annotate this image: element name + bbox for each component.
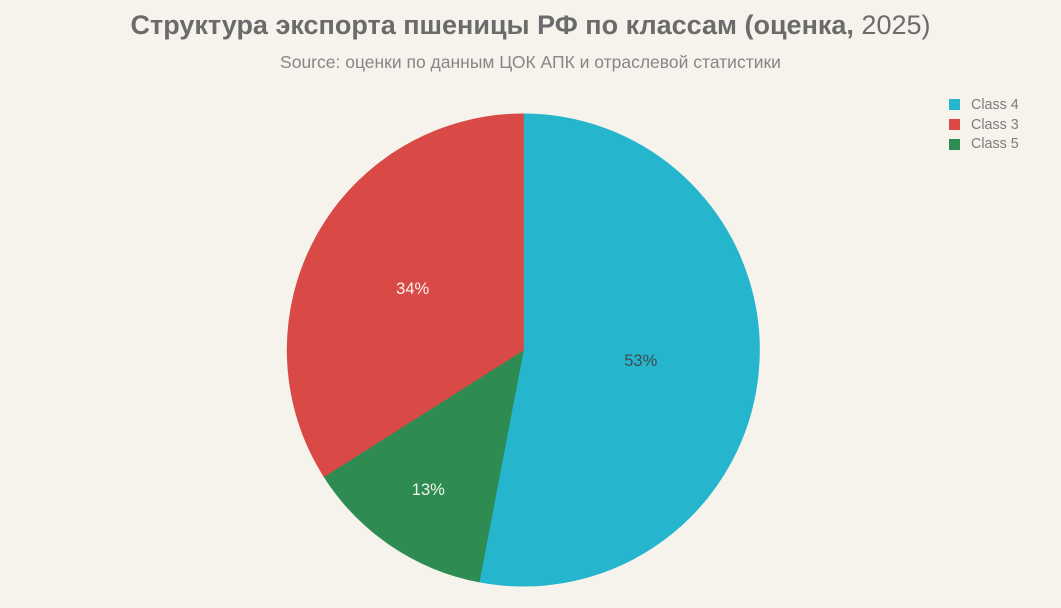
pie-slice-class-5[interactable] <box>323 349 524 583</box>
legend-label: Class 5 <box>971 136 1019 153</box>
legend-label: Class 4 <box>971 96 1019 113</box>
chart-title-year: 2025) <box>853 10 931 40</box>
pie-label-class-5: 13% <box>412 481 445 499</box>
chart-title-main: Структура экспорта пшеницы РФ по классам… <box>130 10 854 40</box>
legend-swatch-icon <box>949 119 960 131</box>
pie-slice-class-4[interactable] <box>478 113 760 587</box>
legend-swatch-icon <box>949 99 960 111</box>
legend-item-class-5[interactable]: Class 5 <box>949 134 1019 154</box>
chart-subtitle: Source: оценки по данным ЦОК АПК и отрас… <box>280 52 781 72</box>
legend: Class 4 Class 3 Class 5 <box>949 95 1019 154</box>
legend-label: Class 3 <box>971 116 1019 133</box>
pie-slice-class-3[interactable] <box>286 113 524 477</box>
legend-item-class-3[interactable]: Class 3 <box>949 115 1019 135</box>
pie-label-class-3: 34% <box>396 280 429 298</box>
legend-item-class-4[interactable]: Class 4 <box>949 95 1019 115</box>
pie-label-class-4: 53% <box>624 352 657 370</box>
chart-title: Структура экспорта пшеницы РФ по классам… <box>0 10 1061 41</box>
legend-swatch-icon <box>949 138 960 150</box>
